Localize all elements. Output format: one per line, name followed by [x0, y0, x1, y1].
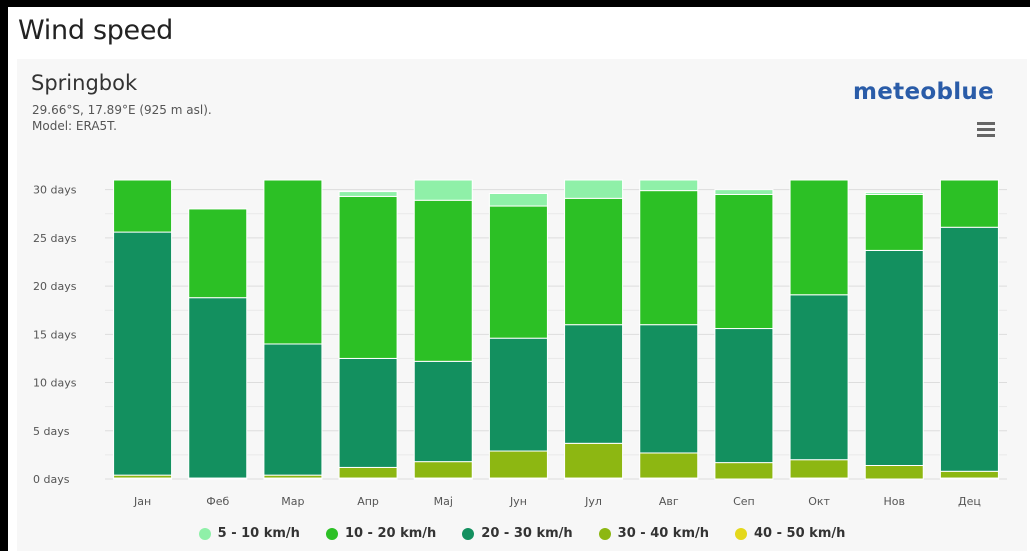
y-tick-label: 30 days [33, 184, 77, 197]
bar-segment [113, 231, 173, 476]
page-title: Wind speed [18, 15, 174, 46]
legend-label: 30 - 40 km/h [617, 526, 710, 541]
legend-item[interactable]: 10 - 20 km/h [325, 526, 437, 541]
x-tick-label: Дец [958, 495, 981, 508]
x-tick-label: Окт [808, 495, 830, 508]
location-name: Springbok [31, 71, 138, 95]
bar-segment [939, 226, 999, 472]
x-tick-label: Апр [357, 495, 379, 508]
bar-segment [263, 179, 323, 345]
bar-segment [864, 193, 924, 251]
x-tick-label: Сеп [733, 495, 755, 508]
chart-frame: Wind speed Springbok 29.66°S, 17.89°E (9… [8, 7, 1030, 551]
bar-segment [639, 452, 699, 479]
bar-segment [263, 343, 323, 476]
bar-segment [639, 324, 699, 454]
legend-color-swatch [325, 527, 338, 540]
x-tick-label: Јун [509, 495, 527, 508]
bar-segment [338, 466, 398, 479]
bar-segment [564, 179, 624, 199]
bar-segment [488, 450, 548, 479]
y-tick-label: 20 days [33, 280, 77, 293]
bar-segment [488, 205, 548, 339]
bar-segment [789, 459, 849, 479]
bar-segment [714, 328, 774, 464]
y-tick-label: 25 days [33, 232, 77, 245]
bar-segment [488, 193, 548, 207]
bar-segment [188, 297, 248, 479]
legend-color-swatch [198, 527, 211, 540]
legend-label: 10 - 20 km/h [344, 526, 437, 541]
bar-segment [864, 464, 924, 480]
bar-segment [639, 179, 699, 192]
bar-segment [188, 208, 248, 299]
x-tick-label: Јан [133, 495, 151, 508]
y-tick-label: 10 days [33, 377, 77, 390]
x-tick-label: Феб [206, 495, 229, 508]
bar-segment [413, 199, 473, 362]
bar-segment [413, 461, 473, 479]
x-tick-label: Авг [659, 495, 679, 508]
bar-segment [789, 294, 849, 461]
x-tick-label: Јул [584, 495, 602, 508]
model-label: Model: ERA5T. [32, 119, 117, 133]
legend-color-swatch [598, 527, 611, 540]
bar-segment [338, 195, 398, 359]
location-coords: 29.66°S, 17.89°E (925 m asl). [32, 103, 212, 117]
bar-segment [864, 192, 924, 195]
legend-item[interactable]: 40 - 50 km/h [735, 526, 845, 541]
bar-segment [113, 179, 173, 233]
x-tick-label: Мар [281, 495, 304, 508]
location-details: 29.66°S, 17.89°E (925 m asl). Model: ERA… [32, 102, 212, 134]
hamburger-menu-icon[interactable] [977, 122, 995, 138]
chart-panel: Springbok 29.66°S, 17.89°E (925 m asl). … [17, 59, 1027, 551]
bar-segment [714, 462, 774, 480]
bar-segment [413, 360, 473, 463]
bar-segment [338, 357, 398, 468]
y-tick-label: 0 days [33, 473, 70, 486]
bar-segment [338, 191, 398, 197]
bar-segment [564, 442, 624, 479]
legend-label: 40 - 50 km/h [754, 526, 846, 541]
chart-legend: 5 - 10 km/h 10 - 20 km/h 20 - 30 km/h 30 - … [17, 526, 1027, 541]
x-tick-label: Мај [434, 495, 453, 508]
legend-item[interactable]: 5 - 10 km/h [198, 526, 300, 541]
bar-segment [789, 179, 849, 296]
bar-segment [564, 197, 624, 326]
bar-segment [488, 337, 548, 452]
bar-segment [714, 193, 774, 330]
y-tick-label: 5 days [33, 425, 70, 438]
bar-segment [564, 324, 624, 444]
legend-item[interactable]: 30 - 40 km/h [598, 526, 710, 541]
legend-color-swatch [735, 527, 748, 540]
bar-segment [939, 179, 999, 228]
bar-segment [639, 190, 699, 326]
legend-label: 5 - 10 km/h [217, 526, 300, 541]
y-tick-label: 15 days [33, 328, 77, 341]
bar-segment [864, 249, 924, 466]
legend-color-swatch [462, 527, 475, 540]
wind-speed-chart: 0 days 5 days 10 days 15 days 20 days 25 days… [33, 179, 1007, 508]
x-tick-label: Нов [884, 495, 905, 508]
bar-segment [413, 179, 473, 201]
bar-segment [939, 470, 999, 479]
legend-item[interactable]: 20 - 30 km/h [462, 526, 573, 541]
legend-label: 20 - 30 km/h [481, 526, 573, 541]
bar-segment [714, 189, 774, 195]
meteoblue-logo[interactable]: meteoblue [853, 79, 994, 105]
